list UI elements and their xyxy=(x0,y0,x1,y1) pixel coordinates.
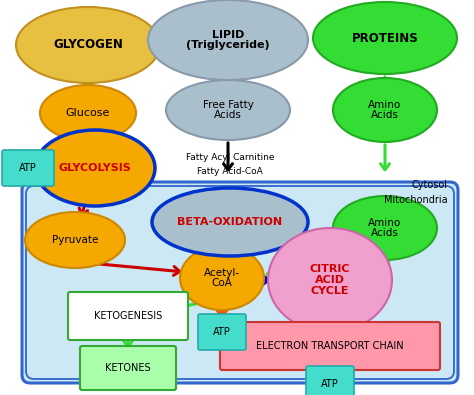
Ellipse shape xyxy=(40,85,136,141)
Ellipse shape xyxy=(333,196,437,260)
FancyBboxPatch shape xyxy=(306,366,354,395)
Ellipse shape xyxy=(313,2,457,74)
Ellipse shape xyxy=(16,7,160,83)
FancyBboxPatch shape xyxy=(198,314,246,350)
Text: Pyruvate: Pyruvate xyxy=(52,235,98,245)
FancyBboxPatch shape xyxy=(2,150,54,186)
Ellipse shape xyxy=(333,78,437,142)
Ellipse shape xyxy=(35,130,155,206)
Ellipse shape xyxy=(25,212,125,268)
Text: ATP: ATP xyxy=(19,163,37,173)
Ellipse shape xyxy=(152,188,308,256)
Text: GLYCOLYSIS: GLYCOLYSIS xyxy=(59,163,131,173)
Text: Cytosol: Cytosol xyxy=(412,180,448,190)
Text: Amino
Acids: Amino Acids xyxy=(368,218,401,239)
Text: Acetyl-
CoA: Acetyl- CoA xyxy=(204,267,240,288)
FancyBboxPatch shape xyxy=(80,346,176,390)
Text: Glucose: Glucose xyxy=(66,108,110,118)
Text: KETOGENESIS: KETOGENESIS xyxy=(94,311,162,321)
Text: Fatty Acid-CoA: Fatty Acid-CoA xyxy=(197,167,263,177)
Text: CITRIC
ACID
CYCLE: CITRIC ACID CYCLE xyxy=(310,264,350,296)
Text: LIPID
(Triglyceride): LIPID (Triglyceride) xyxy=(186,30,270,51)
Ellipse shape xyxy=(148,0,308,80)
FancyBboxPatch shape xyxy=(220,322,440,370)
Ellipse shape xyxy=(268,228,392,332)
Text: KETONES: KETONES xyxy=(105,363,151,373)
Text: Fatty Acyl Carnitine: Fatty Acyl Carnitine xyxy=(186,154,274,162)
Ellipse shape xyxy=(180,246,264,310)
Text: PROTEINS: PROTEINS xyxy=(352,32,419,45)
Text: BETA-OXIDATION: BETA-OXIDATION xyxy=(177,217,283,227)
FancyBboxPatch shape xyxy=(68,292,188,340)
Text: Free Fatty
Acids: Free Fatty Acids xyxy=(202,100,254,120)
Text: ATP: ATP xyxy=(321,379,339,389)
Text: ATP: ATP xyxy=(213,327,231,337)
FancyBboxPatch shape xyxy=(22,182,458,383)
Ellipse shape xyxy=(166,80,290,140)
Text: Amino
Acids: Amino Acids xyxy=(368,100,401,120)
Text: GLYCOGEN: GLYCOGEN xyxy=(53,38,123,51)
Text: ELECTRON TRANSPORT CHAIN: ELECTRON TRANSPORT CHAIN xyxy=(256,341,404,351)
Text: Mitochondria: Mitochondria xyxy=(384,195,448,205)
